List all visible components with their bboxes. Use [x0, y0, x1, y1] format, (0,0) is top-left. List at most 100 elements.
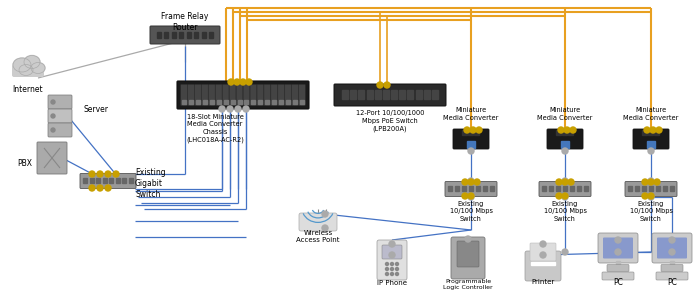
FancyBboxPatch shape [236, 84, 243, 106]
Circle shape [89, 185, 95, 191]
Bar [245, 100, 248, 104]
Bar [196, 100, 200, 104]
Bar [293, 100, 297, 104]
Bar [179, 32, 183, 38]
Bar [96, 178, 100, 183]
Circle shape [389, 241, 395, 247]
Circle shape [240, 79, 246, 85]
FancyBboxPatch shape [603, 237, 633, 259]
Bar [531, 262, 555, 265]
FancyBboxPatch shape [530, 243, 556, 261]
Bar [366, 90, 373, 99]
Circle shape [243, 106, 249, 112]
FancyBboxPatch shape [457, 241, 479, 267]
FancyBboxPatch shape [652, 233, 692, 263]
Bar [187, 32, 191, 38]
FancyBboxPatch shape [633, 129, 669, 149]
Circle shape [656, 127, 662, 133]
Text: 12-Port 10/100/1000
Mbps PoE Switch
(LPB200A): 12-Port 10/100/1000 Mbps PoE Switch (LPB… [356, 110, 424, 132]
Bar [399, 90, 405, 99]
FancyBboxPatch shape [257, 84, 264, 106]
FancyBboxPatch shape [150, 26, 220, 44]
Circle shape [648, 194, 654, 200]
Circle shape [468, 178, 474, 184]
Bar [224, 100, 228, 104]
FancyBboxPatch shape [291, 84, 298, 106]
Text: Miniature
Media Converter: Miniature Media Converter [624, 107, 679, 121]
Bar [209, 32, 213, 38]
Circle shape [562, 179, 568, 185]
Bar [642, 186, 646, 191]
Circle shape [391, 273, 394, 275]
Circle shape [654, 179, 660, 185]
Circle shape [540, 252, 546, 258]
Circle shape [648, 178, 654, 184]
Bar [556, 186, 560, 191]
Circle shape [389, 252, 395, 258]
FancyBboxPatch shape [12, 65, 44, 77]
FancyBboxPatch shape [539, 181, 591, 196]
Circle shape [570, 127, 576, 133]
FancyBboxPatch shape [598, 233, 638, 263]
Bar [483, 186, 487, 191]
Bar [172, 32, 176, 38]
Bar [476, 186, 480, 191]
Circle shape [615, 237, 621, 243]
Circle shape [97, 185, 103, 191]
Bar [194, 32, 198, 38]
Bar [189, 100, 193, 104]
Bar [129, 178, 133, 183]
FancyBboxPatch shape [201, 84, 208, 106]
Bar [391, 90, 397, 99]
Bar [561, 141, 569, 148]
Circle shape [562, 148, 568, 154]
Circle shape [462, 193, 468, 199]
FancyBboxPatch shape [208, 84, 215, 106]
Bar [542, 186, 546, 191]
FancyBboxPatch shape [661, 264, 683, 271]
Bar [570, 186, 574, 191]
Bar [359, 90, 364, 99]
Bar [342, 90, 348, 99]
Circle shape [89, 171, 95, 177]
Bar [448, 186, 452, 191]
Circle shape [105, 171, 111, 177]
Bar [568, 130, 573, 135]
Circle shape [648, 179, 654, 185]
Bar [654, 130, 659, 135]
Bar [490, 186, 494, 191]
FancyBboxPatch shape [243, 84, 250, 106]
FancyBboxPatch shape [656, 272, 688, 280]
Circle shape [228, 79, 234, 85]
FancyBboxPatch shape [445, 181, 497, 196]
FancyBboxPatch shape [525, 251, 561, 281]
Bar [562, 130, 567, 135]
Bar [584, 186, 588, 191]
Circle shape [227, 106, 233, 112]
FancyBboxPatch shape [250, 84, 257, 106]
Bar [279, 100, 283, 104]
Bar [647, 141, 655, 148]
Circle shape [558, 127, 564, 133]
Bar [416, 90, 421, 99]
Circle shape [386, 267, 389, 271]
Circle shape [468, 194, 474, 200]
Bar [468, 130, 473, 135]
Bar [272, 100, 276, 104]
Bar [635, 186, 639, 191]
Circle shape [396, 263, 398, 266]
Circle shape [474, 179, 480, 185]
Circle shape [105, 185, 111, 191]
Bar [616, 261, 620, 267]
Bar [556, 130, 561, 135]
Bar [201, 32, 206, 38]
Bar [157, 32, 161, 38]
FancyBboxPatch shape [229, 84, 236, 106]
Bar [375, 90, 381, 99]
Circle shape [396, 273, 398, 275]
Circle shape [468, 148, 474, 154]
Bar [109, 178, 113, 183]
FancyBboxPatch shape [547, 129, 583, 149]
Bar [89, 178, 94, 183]
Circle shape [470, 127, 476, 133]
